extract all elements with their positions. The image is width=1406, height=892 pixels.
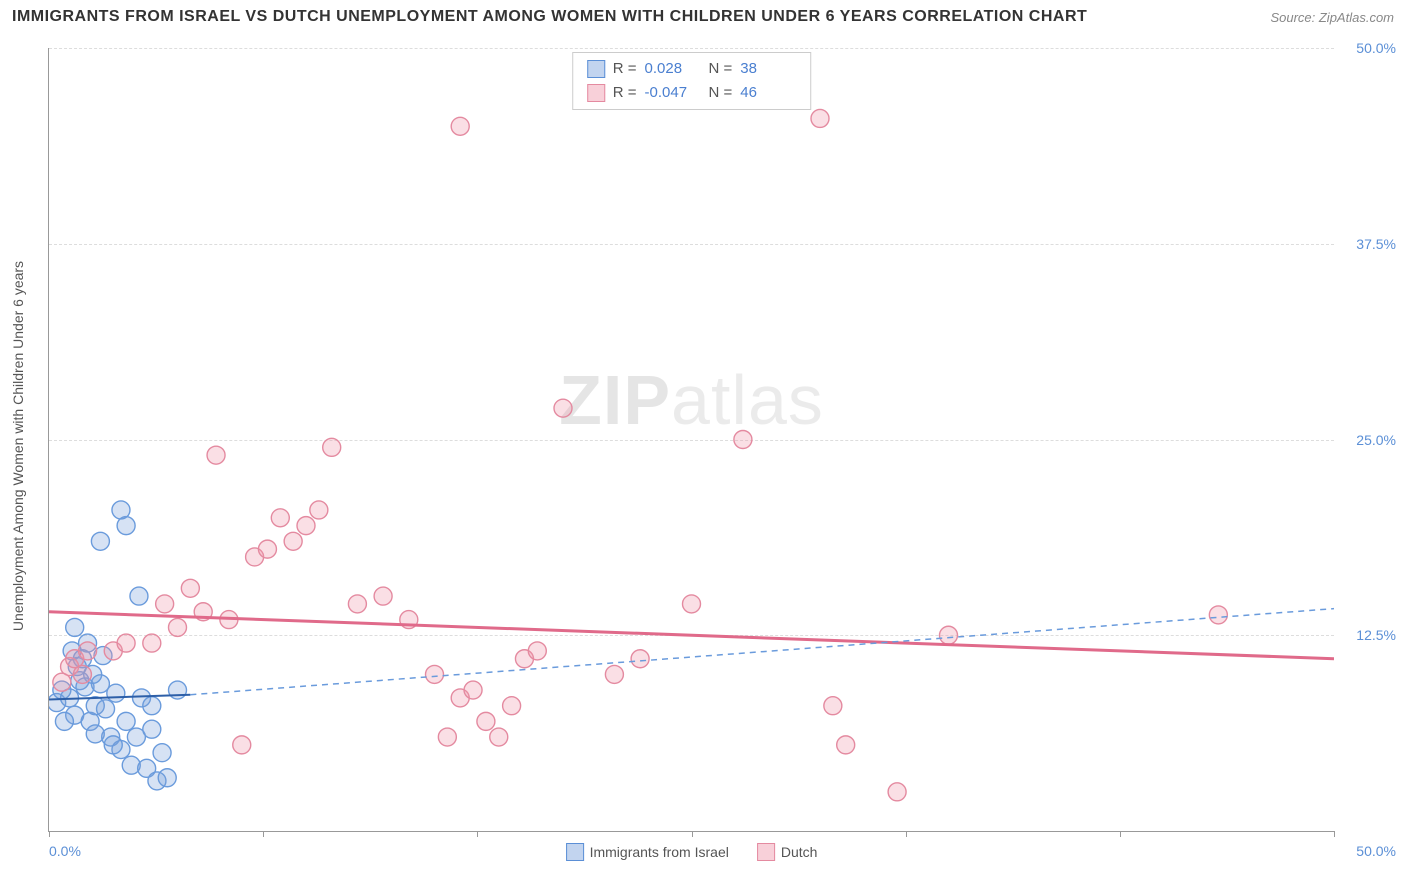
x-tick-mark — [49, 831, 50, 837]
stats-row-blue: R = 0.028 N = 38 — [587, 57, 797, 81]
x-tick-mark — [263, 831, 264, 837]
y-tick-label: 37.5% — [1340, 236, 1396, 252]
x-axis-max-label: 50.0% — [1340, 843, 1396, 859]
y-tick-label: 50.0% — [1340, 40, 1396, 56]
chart-svg — [49, 48, 1334, 831]
legend-item-dutch: Dutch — [757, 843, 818, 861]
swatch-pink-icon — [757, 843, 775, 861]
stats-legend: R = 0.028 N = 38 R = -0.047 N = 46 — [572, 52, 812, 110]
y-tick-label: 25.0% — [1340, 432, 1396, 448]
x-axis-min-label: 0.0% — [49, 843, 81, 859]
swatch-blue-icon — [587, 60, 605, 78]
y-axis-label: Unemployment Among Women with Children U… — [10, 261, 26, 631]
x-tick-mark — [1120, 831, 1121, 837]
x-tick-mark — [1334, 831, 1335, 837]
x-tick-mark — [477, 831, 478, 837]
x-tick-mark — [692, 831, 693, 837]
swatch-blue-icon — [566, 843, 584, 861]
x-tick-mark — [906, 831, 907, 837]
y-tick-label: 12.5% — [1340, 627, 1396, 643]
swatch-pink-icon — [587, 84, 605, 102]
chart-source: Source: ZipAtlas.com — [1270, 10, 1394, 25]
stats-row-pink: R = -0.047 N = 46 — [587, 81, 797, 105]
legend-item-israel: Immigrants from Israel — [566, 843, 729, 861]
chart-header: IMMIGRANTS FROM ISRAEL VS DUTCH UNEMPLOY… — [12, 8, 1394, 26]
bottom-legend: Immigrants from Israel Dutch — [566, 843, 818, 861]
chart-title: IMMIGRANTS FROM ISRAEL VS DUTCH UNEMPLOY… — [12, 8, 1087, 26]
plot-area: ZIPatlas R = 0.028 N = 38 R = -0.047 N =… — [48, 48, 1334, 832]
